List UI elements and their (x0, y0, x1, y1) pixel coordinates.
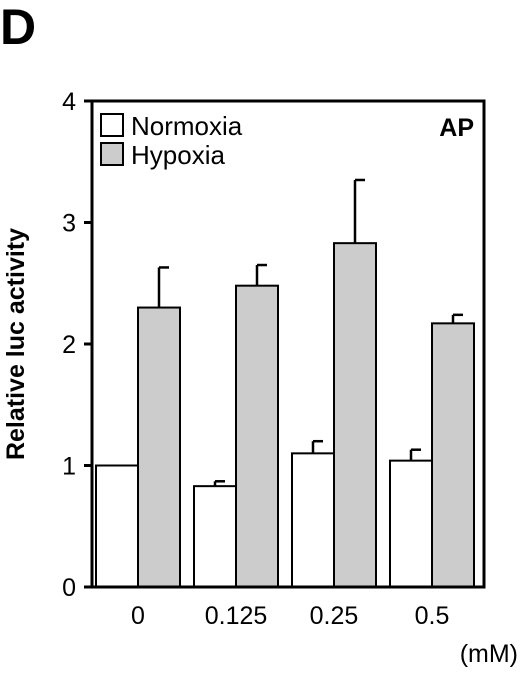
legend-label-hypoxia: Hypoxia (131, 140, 225, 170)
bar-hypoxia-0.25 (333, 242, 377, 588)
y-tick-label: 3 (62, 210, 76, 238)
bar-hypoxia-0.125 (235, 284, 279, 588)
bar-normoxia-0.5 (389, 459, 433, 589)
legend-label-normoxia: Normoxia (131, 111, 243, 141)
x-tick-label: 0.5 (415, 602, 450, 630)
bar-hypoxia-0 (137, 306, 181, 588)
y-axis-label: Relative luc activity (2, 228, 30, 460)
y-tick-label: 4 (62, 88, 76, 116)
legend-swatch-normoxia (100, 113, 124, 137)
bar-hypoxia-0.5 (431, 322, 475, 588)
y-axis-ticks: 0 1 2 3 4 (62, 88, 92, 602)
x-axis-unit: (mM) (460, 640, 518, 668)
legend-swatch-hypoxia (100, 142, 124, 166)
x-tick-label: 0.25 (310, 602, 359, 630)
y-tick-label: 1 (62, 453, 76, 481)
x-tick-label: 0.125 (205, 602, 268, 630)
error-bars-layer (157, 178, 463, 487)
bar-normoxia-0.25 (291, 452, 335, 588)
bar-normoxia-0 (95, 464, 139, 588)
x-axis-tick-labels: 0 0.125 0.25 0.5 (131, 602, 449, 630)
compound-annotation: AP (439, 114, 474, 142)
bars-layer (95, 242, 475, 589)
legend: Normoxia Hypoxia (100, 111, 243, 170)
x-tick-label: 0 (131, 602, 145, 630)
bar-normoxia-0.125 (193, 485, 237, 588)
panel-letter: D (0, 0, 36, 55)
y-tick-label: 0 (62, 574, 76, 602)
y-tick-label: 2 (62, 331, 76, 359)
